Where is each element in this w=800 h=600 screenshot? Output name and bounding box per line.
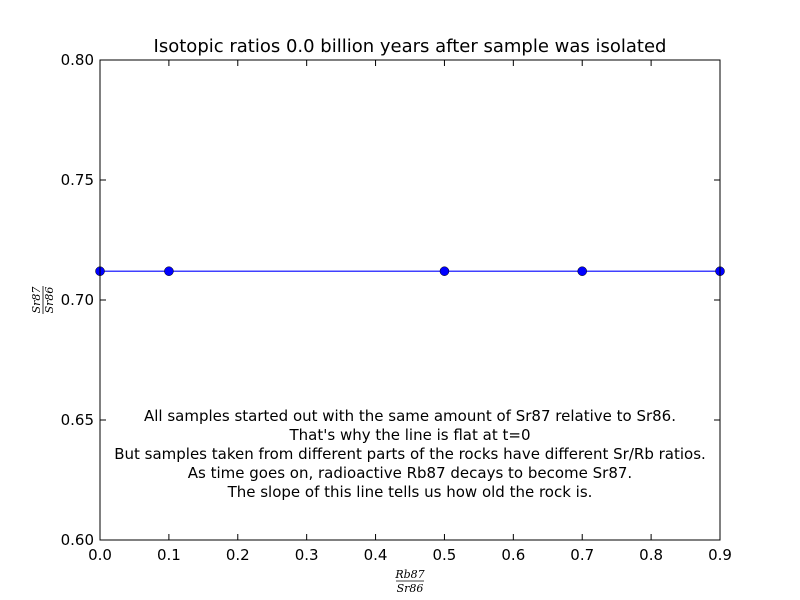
data-point — [439, 266, 450, 276]
y-axis-label: Sr87 Sr86 — [30, 286, 56, 314]
plot-frame — [99, 59, 721, 541]
annotation-line: As time goes on, radioactive Rb87 decays… — [188, 464, 632, 482]
x-label-numerator: Rb87 — [394, 568, 424, 581]
y-label-denominator: Sr86 — [43, 287, 56, 314]
y-tick-label: 0.70 — [61, 291, 94, 309]
data-point — [164, 266, 174, 276]
chart-title: Isotopic ratios 0.0 billion years after … — [154, 36, 667, 57]
y-tick-label: 0.65 — [61, 411, 94, 429]
x-axis-label: Rb87 Sr86 — [394, 568, 424, 595]
x-tick-label: 0.9 — [708, 546, 732, 564]
x-tick-label: 0.6 — [501, 546, 525, 564]
x-tick-label: 0.5 — [433, 546, 457, 564]
y-tick-label: 0.80 — [61, 51, 94, 69]
x-label-denominator: Sr86 — [397, 582, 424, 595]
x-tick-label: 0.1 — [157, 546, 181, 564]
y-label-numerator: Sr87 — [30, 287, 43, 314]
x-tick-label: 0.4 — [364, 546, 388, 564]
y-tick-label: 0.60 — [61, 531, 94, 549]
annotation-line: The slope of this line tells us how old … — [227, 483, 593, 501]
annotation-line: That's why the line is flat at t=0 — [289, 426, 531, 444]
x-tick-label: 0.0 — [88, 546, 112, 564]
x-tick-label: 0.3 — [295, 546, 319, 564]
annotation-line: All samples started out with the same am… — [144, 407, 676, 425]
annotation-line: But samples taken from different parts o… — [114, 445, 706, 463]
x-tick-label: 0.8 — [639, 546, 663, 564]
data-point — [577, 266, 587, 276]
y-tick-label: 0.75 — [61, 171, 94, 189]
x-tick-label: 0.2 — [226, 546, 250, 564]
x-tick-label: 0.7 — [570, 546, 594, 564]
